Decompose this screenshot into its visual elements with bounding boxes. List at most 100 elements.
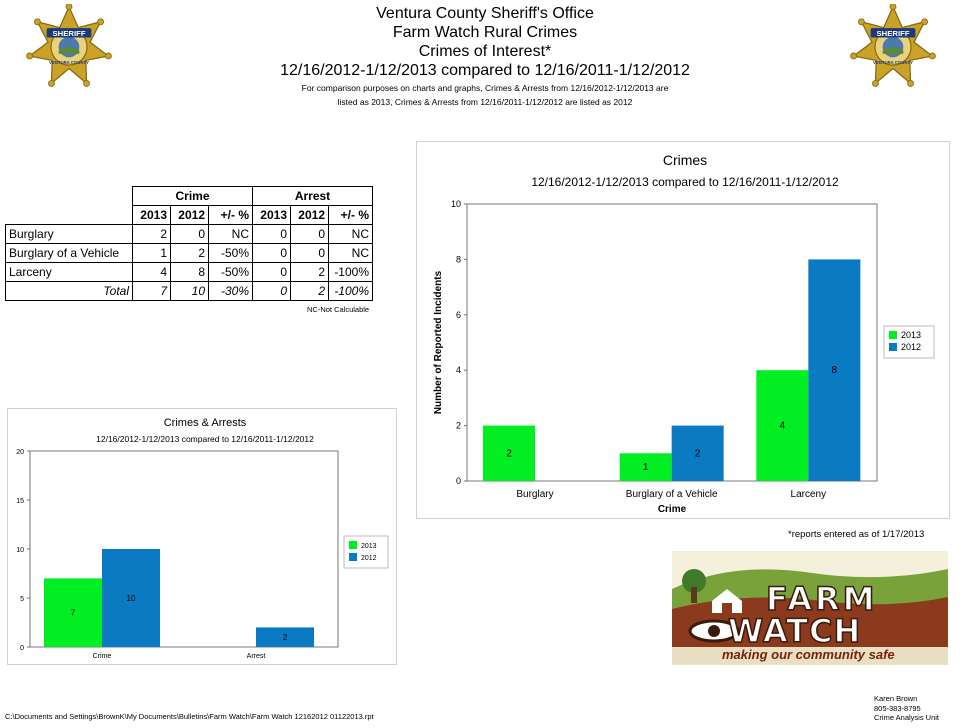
bar-data-label: 10: [127, 594, 136, 603]
farm-watch-logo: [672, 551, 948, 665]
col-header: +/- %: [208, 205, 253, 225]
table-group-header-row: Crime Arrest: [6, 186, 373, 206]
logo-text-farm: FARM: [765, 579, 878, 619]
bar-2013: [483, 425, 535, 481]
cell: 0: [252, 243, 291, 263]
y-tick-label: 6: [456, 310, 461, 320]
bar-data-label: 4: [780, 421, 786, 432]
contact-unit: Crime Analysis Unit: [874, 713, 940, 722]
date-range: 12/16/2012-1/12/2013 compared to 12/16/2…: [280, 62, 690, 79]
report-header: Ventura County Sheriff's Office Farm Wat…: [0, 4, 970, 108]
logo-tagline: making our community safe: [722, 647, 895, 662]
cell: -100%: [328, 281, 373, 301]
bar-2012: [102, 549, 160, 647]
cell: 2: [290, 262, 329, 282]
bar-data-label: 7: [71, 609, 76, 618]
y-tick-label: 20: [16, 449, 24, 456]
crimes-arrests-chart: Crimes & Arrests 12/16/2012-1/12/2013 com…: [16, 417, 389, 660]
y-tick-label: 15: [16, 498, 24, 505]
comparison-note-2: listed as 2013, Crimes & Arrests from 12…: [337, 97, 633, 107]
table-row: Burglary of a Vehicle 1 2 -50% 0 0 NC: [5, 243, 373, 263]
bar-2013: [756, 370, 809, 481]
row-label: Burglary: [5, 224, 133, 244]
y-tick-label: 10: [451, 199, 461, 209]
col-header: 2012: [290, 205, 329, 225]
table-row: Larceny 4 8 -50% 0 2 -100%: [5, 262, 373, 282]
comparison-note-1: For comparison purposes on charts and gr…: [301, 83, 669, 93]
svg-text:SHERIFF: SHERIFF: [52, 29, 85, 38]
col-header: +/- %: [328, 205, 373, 225]
cell: 0: [290, 224, 329, 244]
report-subtitle: Crimes of Interest*: [418, 43, 552, 60]
legend-swatch: [889, 343, 897, 351]
bar-2012: [256, 627, 314, 647]
bar-2012: [808, 259, 861, 481]
table-col-header-row: 2013 2012 +/- % 2013 2012 +/- %: [6, 205, 373, 225]
chart-subtitle: 12/16/2012-1/12/2013 compared to 12/16/2…: [96, 434, 314, 444]
contact-block: Karen Brown 805-383-8795 Crime Analysis …: [874, 694, 939, 723]
legend-swatch: [349, 541, 357, 549]
bar-2013: [619, 453, 672, 481]
legend-label: 2012: [901, 342, 921, 352]
crimes-arrests-chart-panel: Crimes & Arrests 12/16/2012-1/12/2013 com…: [7, 408, 397, 665]
x-tick-label: Arrest: [247, 653, 266, 660]
cell: NC: [328, 243, 373, 263]
cell: 0: [252, 281, 291, 301]
bar-2012: [671, 425, 724, 481]
group-header-arrest: Arrest: [252, 186, 373, 206]
bar-data-label: 2: [506, 448, 512, 459]
sheriff-badge-left-icon: SHERIFF VENTURA COUNTY: [26, 4, 112, 87]
sheriff-badge-right-icon: SHERIFF VENTURA COUNTY: [850, 4, 936, 87]
x-tick-label: Burglary: [516, 489, 553, 500]
legend-label: 2013: [901, 330, 921, 340]
chart-legend: 2013 2012: [343, 535, 389, 569]
cell: 8: [170, 262, 209, 282]
report-title: Farm Watch Rural Crimes: [392, 24, 578, 41]
file-path: C:\Documents and Settings\BrownK\My Docu…: [5, 712, 374, 721]
cell: NC: [208, 224, 253, 244]
cell: 0: [290, 243, 329, 263]
col-header: 2013: [252, 205, 291, 225]
legend-swatch: [349, 553, 357, 561]
col-header: 2013: [132, 205, 171, 225]
contact-name: Karen Brown: [874, 694, 918, 703]
chart-title: Crimes: [663, 152, 707, 168]
y-tick-label: 8: [456, 254, 461, 264]
cell: 2: [170, 243, 209, 263]
svg-text:VENTURA COUNTY: VENTURA COUNTY: [873, 60, 913, 65]
contact-phone: 805-383-8795: [874, 703, 921, 713]
legend-box: [343, 535, 389, 569]
row-label: Larceny: [5, 262, 133, 282]
y-tick-label: 4: [456, 365, 461, 375]
row-label: Total: [5, 281, 133, 301]
bar-data-label: 8: [832, 365, 838, 376]
cell: 1: [132, 243, 171, 263]
y-tick-label: 5: [20, 596, 24, 603]
bar-data-label: 1: [643, 462, 649, 473]
cell: NC: [328, 224, 373, 244]
legend-swatch: [889, 331, 897, 339]
svg-text:VENTURA COUNTY: VENTURA COUNTY: [49, 60, 89, 65]
table-footnote: NC-Not Calculable: [307, 305, 370, 314]
cell: -50%: [208, 262, 253, 282]
cell: 2: [132, 224, 171, 244]
svg-text:SHERIFF: SHERIFF: [876, 29, 909, 38]
cell: -100%: [328, 262, 373, 282]
legend-label: 2013: [361, 543, 377, 550]
y-tick-label: 10: [16, 547, 24, 554]
cell: 10: [170, 281, 209, 301]
col-header: 2012: [170, 205, 209, 225]
cell: 4: [132, 262, 171, 282]
stats-table: Crime Arrest 2013 2012 +/- % 2013 2012 +…: [5, 186, 373, 301]
chart-legend: 2013 2012: [883, 325, 935, 359]
crimes-chart-panel: Crimes 12/16/2012-1/12/2013 compared to 1…: [416, 141, 950, 519]
bar-data-label: 2: [695, 448, 701, 459]
y-tick-label: 0: [456, 476, 461, 486]
cell: 0: [252, 262, 291, 282]
x-axis-label: Crime: [658, 504, 687, 515]
agency-title: Ventura County Sheriff's Office: [376, 5, 594, 22]
cell: 7: [132, 281, 171, 301]
cell: -50%: [208, 243, 253, 263]
crimes-chart: Crimes 12/16/2012-1/12/2013 compared to 1…: [433, 152, 935, 515]
reports-as-of-note: *reports entered as of 1/17/2013: [788, 529, 925, 540]
